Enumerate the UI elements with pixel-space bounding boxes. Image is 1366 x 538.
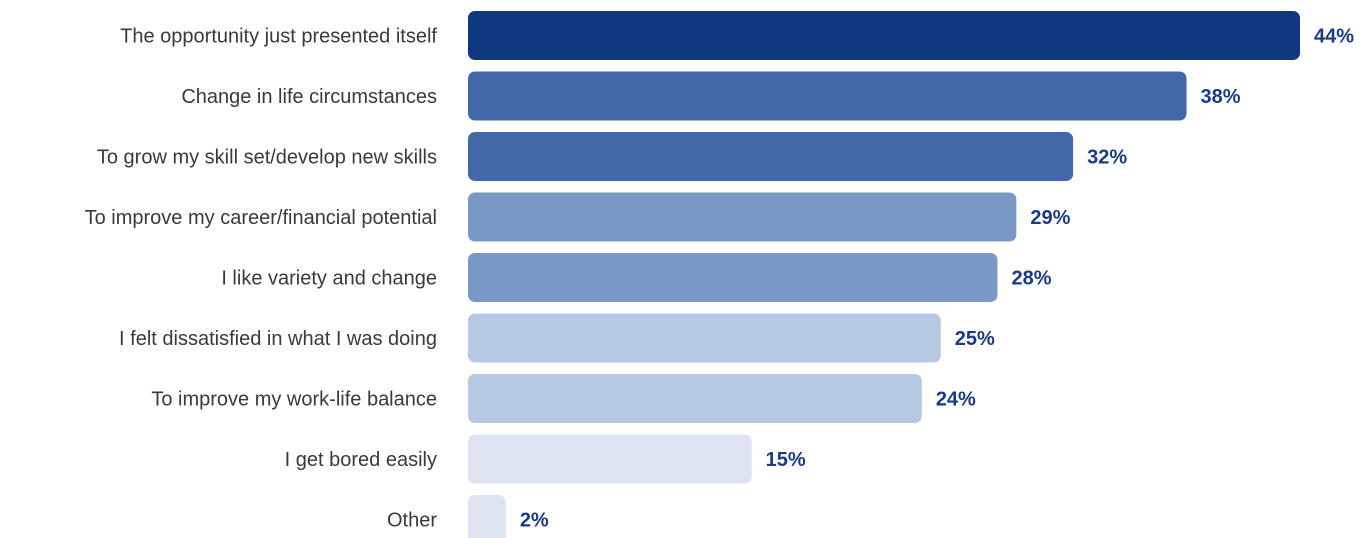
category-label: To improve my career/financial potential xyxy=(85,207,437,229)
bar-7 xyxy=(468,374,922,423)
value-label: 15% xyxy=(766,449,806,471)
value-label: 2% xyxy=(520,510,549,532)
bar-4 xyxy=(468,192,1017,242)
category-label: The opportunity just presented itself xyxy=(120,26,437,48)
category-label: Change in life circumstances xyxy=(181,86,437,108)
value-label: 32% xyxy=(1087,147,1127,169)
bar-6 xyxy=(468,313,941,363)
category-label: I get bored easily xyxy=(285,449,437,471)
value-label: 38% xyxy=(1201,86,1241,108)
value-label: 24% xyxy=(936,389,976,411)
bar-9 xyxy=(468,495,506,538)
value-label: 44% xyxy=(1314,26,1354,48)
category-label: To grow my skill set/develop new skills xyxy=(97,147,437,169)
bar-3 xyxy=(468,132,1074,181)
bar-1 xyxy=(468,11,1300,60)
bar-5 xyxy=(468,253,998,302)
value-label: 25% xyxy=(955,328,995,350)
bar-2 xyxy=(468,71,1187,121)
category-label: To improve my work-life balance xyxy=(151,389,437,411)
value-label: 29% xyxy=(1030,207,1070,229)
category-label: I like variety and change xyxy=(221,268,437,290)
category-label: I felt dissatisfied in what I was doing xyxy=(119,328,437,350)
value-label: 28% xyxy=(1011,268,1051,290)
category-label: Other xyxy=(387,510,437,532)
bar-8 xyxy=(468,434,752,484)
